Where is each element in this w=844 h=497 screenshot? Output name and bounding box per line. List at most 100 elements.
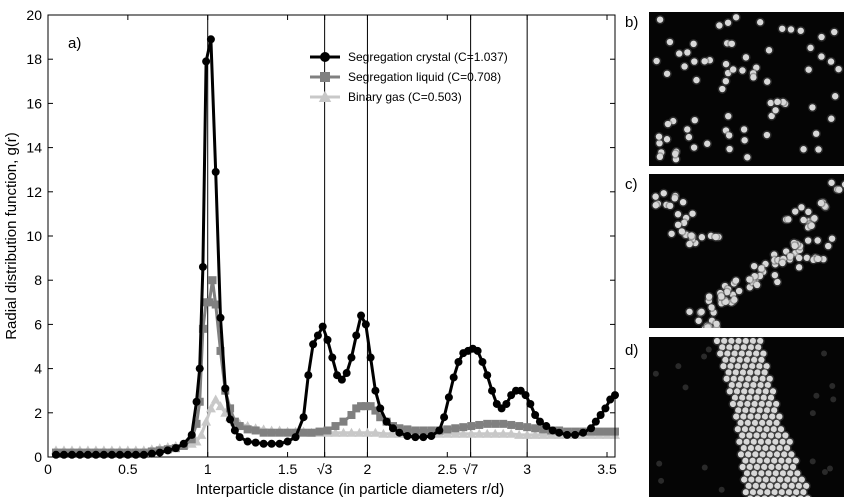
particle bbox=[733, 413, 740, 420]
particle bbox=[764, 78, 771, 85]
particle bbox=[743, 438, 750, 445]
particle bbox=[758, 265, 765, 272]
data-point bbox=[131, 450, 140, 459]
particle bbox=[828, 235, 836, 242]
data-point bbox=[427, 426, 436, 435]
particle bbox=[735, 407, 742, 414]
particle bbox=[815, 146, 822, 153]
particle bbox=[729, 66, 737, 73]
particle bbox=[681, 63, 688, 70]
data-point bbox=[196, 429, 207, 439]
particle bbox=[721, 337, 728, 345]
data-point bbox=[354, 427, 365, 437]
data-point bbox=[346, 427, 357, 437]
data-point bbox=[563, 430, 572, 439]
data-point bbox=[83, 450, 92, 459]
particle bbox=[685, 133, 693, 141]
gas-particles bbox=[651, 12, 844, 164]
particle bbox=[791, 476, 798, 483]
particle bbox=[769, 476, 777, 483]
particle bbox=[722, 77, 730, 85]
y-tick-label: 14 bbox=[26, 140, 42, 156]
data-point bbox=[571, 430, 580, 439]
particle bbox=[748, 388, 755, 395]
data-point bbox=[515, 422, 524, 431]
particle bbox=[764, 489, 771, 496]
data-point bbox=[443, 425, 452, 434]
data-point bbox=[259, 439, 268, 448]
particle bbox=[749, 337, 757, 345]
data-point bbox=[216, 346, 225, 355]
particle bbox=[745, 375, 752, 382]
particle bbox=[756, 363, 763, 370]
data-point bbox=[315, 427, 324, 436]
particle bbox=[684, 126, 691, 133]
particle bbox=[783, 445, 791, 452]
particle bbox=[756, 426, 763, 433]
data-point bbox=[205, 403, 216, 413]
particle bbox=[741, 388, 748, 395]
legend: Segregation crystal (C=1.037) Segregation… bbox=[310, 50, 508, 104]
particle bbox=[759, 419, 766, 426]
data-point bbox=[535, 417, 544, 426]
particle bbox=[688, 232, 695, 239]
particle bbox=[779, 470, 787, 477]
data-point bbox=[211, 167, 220, 176]
data-point bbox=[201, 416, 212, 426]
particle bbox=[725, 132, 733, 139]
data-point bbox=[483, 419, 492, 428]
particle bbox=[759, 482, 767, 489]
particle bbox=[752, 451, 759, 458]
particle bbox=[758, 356, 765, 363]
particle bbox=[767, 482, 774, 489]
data-point bbox=[147, 449, 156, 458]
particle bbox=[734, 426, 741, 433]
particle bbox=[655, 133, 663, 140]
particle bbox=[776, 445, 783, 452]
particle bbox=[751, 470, 758, 477]
data-point bbox=[198, 324, 207, 333]
particle bbox=[731, 350, 738, 357]
particle bbox=[772, 438, 779, 445]
particle bbox=[770, 426, 777, 433]
data-point bbox=[107, 450, 116, 459]
particle bbox=[666, 202, 674, 210]
particle bbox=[750, 262, 758, 270]
data-point bbox=[531, 424, 540, 433]
particle bbox=[723, 375, 730, 382]
data-point bbox=[376, 404, 385, 413]
particle bbox=[769, 445, 776, 452]
particle bbox=[763, 131, 771, 139]
data-point bbox=[187, 435, 196, 444]
particle bbox=[757, 337, 764, 345]
data-point bbox=[357, 402, 366, 411]
data-point bbox=[338, 427, 349, 437]
particle bbox=[795, 264, 803, 271]
data-point bbox=[548, 426, 557, 435]
data-point bbox=[444, 393, 453, 402]
data-point bbox=[395, 424, 404, 433]
particle bbox=[656, 16, 664, 23]
data-point bbox=[361, 320, 370, 329]
particle bbox=[803, 482, 810, 489]
particle bbox=[742, 489, 749, 496]
particle bbox=[760, 350, 767, 357]
particle bbox=[755, 388, 762, 395]
data-point bbox=[171, 444, 180, 453]
particle bbox=[760, 432, 767, 439]
data-point bbox=[216, 313, 225, 322]
particle bbox=[772, 107, 779, 114]
crystal-particles bbox=[652, 337, 837, 497]
data-point bbox=[371, 386, 380, 395]
particle bbox=[767, 432, 775, 439]
data-point bbox=[291, 433, 300, 442]
particle bbox=[663, 70, 671, 77]
background-speck bbox=[682, 384, 689, 391]
data-point bbox=[596, 411, 605, 420]
background-speck bbox=[705, 346, 712, 353]
data-point bbox=[411, 426, 420, 435]
particle bbox=[663, 136, 671, 143]
x-tick-label: 1.5 bbox=[278, 461, 298, 477]
data-point bbox=[499, 419, 508, 428]
particle bbox=[735, 337, 742, 345]
